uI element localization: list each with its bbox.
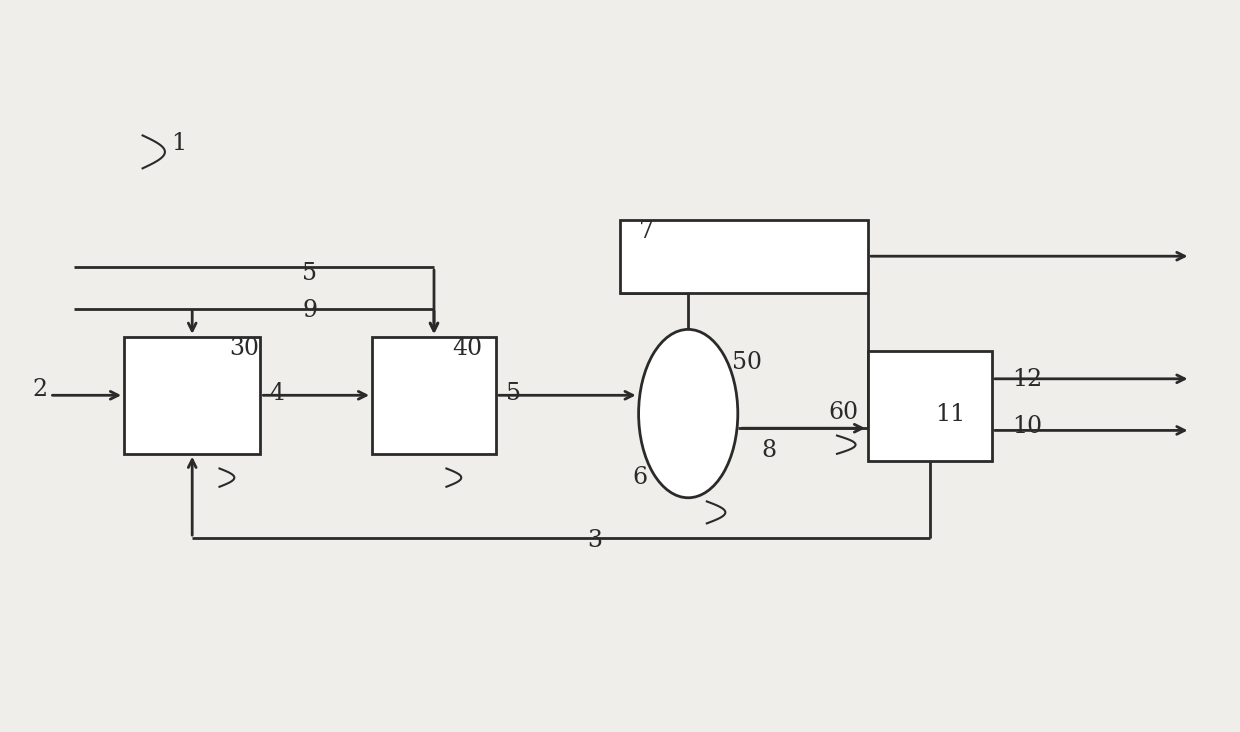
Text: 4: 4 [269, 382, 284, 406]
Text: 30: 30 [229, 337, 259, 359]
Bar [868, 351, 992, 461]
Text: 5: 5 [506, 382, 521, 406]
Bar [372, 337, 496, 454]
Bar [124, 337, 260, 454]
Text: 60: 60 [828, 401, 858, 424]
Text: 40: 40 [453, 337, 482, 359]
Text: 6: 6 [632, 466, 647, 489]
Text: 9: 9 [303, 299, 317, 322]
Text: 2: 2 [32, 378, 47, 401]
Text: 1: 1 [171, 132, 186, 154]
Text: 5: 5 [303, 263, 317, 285]
Text: 3: 3 [588, 529, 603, 551]
Bar [620, 220, 868, 293]
Text: 7: 7 [639, 220, 653, 242]
Text: 50: 50 [732, 351, 761, 374]
Text: 12: 12 [1012, 367, 1042, 391]
Text: 11: 11 [935, 403, 965, 425]
Text: 10: 10 [1012, 414, 1042, 438]
Ellipse shape [639, 329, 738, 498]
Text: 8: 8 [761, 439, 776, 462]
